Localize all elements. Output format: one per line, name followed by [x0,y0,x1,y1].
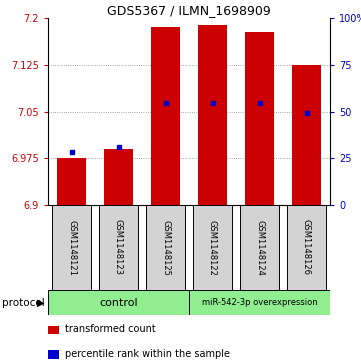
Bar [245,32,274,205]
Bar [57,158,86,205]
Bar [292,65,321,205]
Title: GDS5367 / ILMN_1698909: GDS5367 / ILMN_1698909 [107,4,271,17]
Text: GSM1148123: GSM1148123 [114,220,123,276]
Text: GSM1148124: GSM1148124 [255,220,264,276]
Text: protocol: protocol [2,298,44,307]
FancyBboxPatch shape [99,205,139,290]
FancyBboxPatch shape [52,205,91,290]
Text: GSM1148122: GSM1148122 [208,220,217,276]
Text: control: control [99,298,138,307]
FancyBboxPatch shape [240,205,279,290]
Bar [48,326,59,334]
FancyBboxPatch shape [145,205,186,290]
Text: miR-542-3p overexpression: miR-542-3p overexpression [202,298,317,307]
Text: percentile rank within the sample: percentile rank within the sample [65,349,230,359]
Bar [199,25,227,205]
FancyBboxPatch shape [189,290,330,315]
Bar [104,149,132,205]
Text: GSM1148121: GSM1148121 [67,220,76,276]
Bar [48,350,59,359]
Text: GSM1148126: GSM1148126 [302,220,311,276]
Bar [151,27,180,205]
Text: ▶: ▶ [36,298,44,307]
FancyBboxPatch shape [48,290,189,315]
FancyBboxPatch shape [192,205,232,290]
Text: GSM1148125: GSM1148125 [161,220,170,276]
FancyBboxPatch shape [287,205,326,290]
Text: transformed count: transformed count [65,324,156,334]
